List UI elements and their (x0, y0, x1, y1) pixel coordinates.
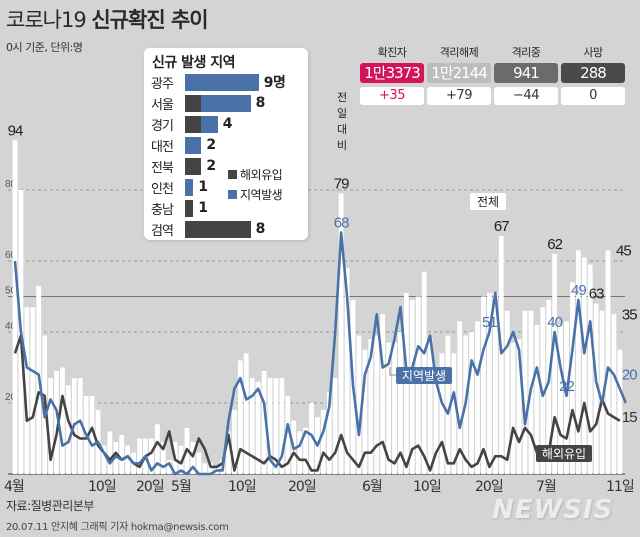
svg-text:60: 60 (5, 250, 17, 261)
x-tick-label: 10일 (228, 479, 257, 495)
x-tick-label: 20일 (136, 479, 165, 495)
region-row: 전북 2 (151, 156, 216, 176)
svg-text:51: 51 (482, 314, 497, 331)
region-row: 충남 1 (151, 198, 208, 218)
stat-label: 격리중 (511, 46, 541, 59)
svg-text:15: 15 (622, 409, 637, 426)
region-panel: 신규 발생 지역 광주 9명 서울 8 경기 4 대전 2 전북 2 인천 1 충남 1 검역 8 해외유입 … (144, 48, 308, 240)
legend-overseas: 해외유입 (228, 166, 283, 183)
stat-label: 사망 (583, 46, 603, 59)
svg-text:50: 50 (5, 286, 17, 297)
region-label: 광주 (151, 76, 174, 92)
subtitle: 0시 기준, 단위:명 (6, 41, 83, 54)
svg-text:62: 62 (547, 236, 562, 253)
svg-text:전체: 전체 (477, 195, 499, 209)
page-title: 코로나19 신규확진 추이 (6, 8, 209, 32)
svg-text:45: 45 (616, 242, 631, 259)
region-bar (185, 157, 202, 175)
region-value: 8 (255, 221, 266, 237)
x-tick-label: 11일 (606, 479, 635, 495)
stat-label: 격리해제 (439, 46, 479, 59)
region-value: 1 (198, 200, 208, 216)
region-bar (185, 115, 218, 133)
x-tick-label: 6월 (362, 479, 383, 495)
svg-text:20: 20 (5, 392, 17, 403)
region-value: 8 (255, 95, 266, 111)
stat-label: 확진자 (377, 46, 407, 59)
stat-diff: 0 (561, 87, 625, 105)
region-value: 1 (198, 179, 208, 195)
region-row: 대전 2 (151, 135, 216, 155)
x-tick-label: 10일 (413, 479, 442, 495)
x-tick-label: 20일 (288, 479, 317, 495)
x-tick-label: 20일 (475, 479, 504, 495)
region-bar (185, 73, 259, 91)
credit: 20.07.11 안지혜 그래픽 기자 hokma@newsis.com (6, 522, 229, 533)
series-lines (13, 231, 627, 476)
region-row: 검역 8 (151, 219, 265, 239)
x-tick-label: 4월 (4, 479, 25, 495)
diff-label: 전일대비 (337, 91, 347, 152)
region-bar (185, 178, 194, 196)
region-value: 9명 (263, 75, 286, 91)
region-row: 경기 4 (151, 114, 233, 134)
svg-text:40: 40 (547, 314, 562, 331)
region-bar (185, 136, 202, 154)
svg-text:해외유입: 해외유입 (542, 447, 586, 461)
x-tick-label: 5월 (171, 479, 192, 495)
stat-diff: +79 (427, 87, 491, 105)
svg-text:20: 20 (622, 367, 637, 384)
region-row: 인천 1 (151, 177, 208, 197)
x-tick-label: 7월 (536, 479, 557, 495)
region-label: 대전 (151, 139, 174, 155)
stat-diff: +35 (360, 87, 424, 105)
svg-text:지역발생: 지역발생 (402, 369, 446, 383)
svg-text:67: 67 (494, 218, 509, 235)
stat-value: 1만2144 (427, 63, 491, 83)
region-panel-title: 신규 발생 지역 (152, 55, 236, 71)
svg-text:63: 63 (589, 286, 604, 303)
svg-text:68: 68 (334, 215, 349, 232)
stat-diff: −44 (494, 87, 558, 105)
x-tick-label: 10일 (88, 479, 117, 495)
svg-text:49: 49 (571, 282, 586, 299)
region-value: 4 (222, 116, 233, 132)
svg-text:22: 22 (559, 378, 574, 395)
stat-value: 941 (494, 63, 558, 83)
svg-text:79: 79 (334, 176, 349, 193)
region-bar (185, 199, 194, 217)
region-bar (185, 94, 251, 112)
stat-value: 288 (561, 63, 625, 83)
region-label: 경기 (151, 118, 174, 134)
region-label: 서울 (151, 97, 174, 113)
source: 자료:질병관리본부 (6, 499, 94, 513)
region-row: 서울 8 (151, 93, 265, 113)
region-label: 충남 (151, 202, 174, 218)
region-value: 2 (206, 158, 216, 174)
newsis-logo: NEWSIS (492, 495, 614, 525)
region-bar (185, 220, 251, 238)
legend-local: 지역발생 (228, 186, 283, 203)
svg-text:40: 40 (5, 321, 17, 332)
svg-text:94: 94 (8, 122, 23, 139)
svg-text:35: 35 (622, 306, 637, 323)
region-row: 광주 9명 (151, 72, 286, 92)
region-value: 2 (206, 137, 216, 153)
svg-text:80: 80 (5, 179, 17, 190)
region-label: 검역 (151, 223, 174, 239)
region-label: 인천 (151, 181, 174, 197)
region-label: 전북 (151, 160, 174, 176)
stat-value: 1만3373 (360, 63, 424, 83)
